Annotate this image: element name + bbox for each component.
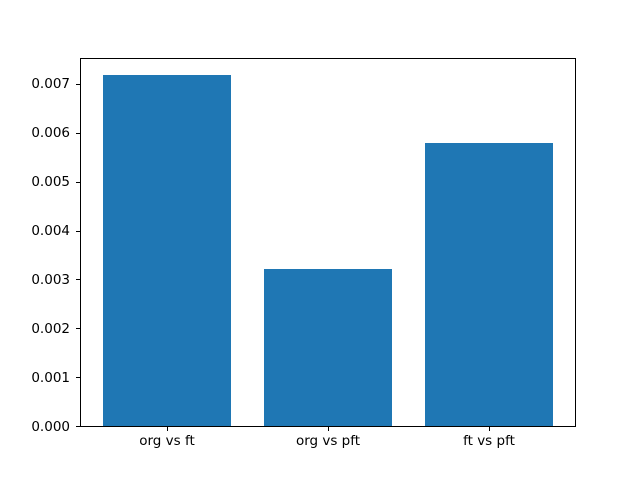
x-tick-label: org vs pft <box>295 432 361 449</box>
bar-org-vs-pft <box>263 269 393 427</box>
y-tick-mark <box>76 426 80 427</box>
y-tick-mark <box>76 279 80 281</box>
y-tick-mark <box>76 328 80 330</box>
y-tick-label: 0.006 <box>31 125 70 142</box>
x-tick-label: ft vs pft <box>463 432 515 449</box>
y-tick-mark <box>76 230 80 232</box>
x-tick-label: org vs ft <box>139 432 195 449</box>
y-tick-mark <box>76 83 80 85</box>
y-tick-label: 0.005 <box>31 174 70 191</box>
y-tick-mark <box>76 181 80 183</box>
y-tick-mark <box>76 132 80 134</box>
bar-ft-vs-pft <box>424 143 554 427</box>
y-tick-mark <box>76 377 80 379</box>
x-tick-mark <box>327 426 329 431</box>
y-tick-label: 0.003 <box>31 271 70 288</box>
y-tick-label: 0.001 <box>31 369 70 386</box>
bar-org-vs-ft <box>102 75 232 427</box>
x-tick-mark <box>166 426 168 431</box>
y-tick-label: 0.004 <box>31 223 70 239</box>
y-tick-label: 0.007 <box>31 76 70 93</box>
x-tick-mark <box>488 426 490 431</box>
y-tick-label: 0.002 <box>31 320 70 337</box>
y-tick-label: 0.000 <box>31 418 70 435</box>
